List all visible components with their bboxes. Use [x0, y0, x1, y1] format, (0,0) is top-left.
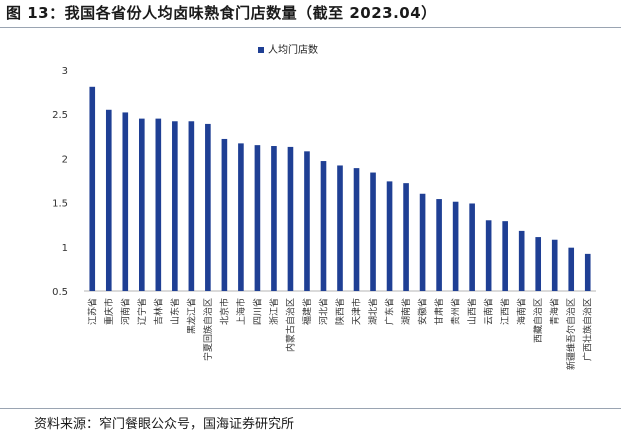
- bar: [535, 237, 542, 291]
- x-tick-label: 海南省: [516, 298, 528, 325]
- x-tick-label: 四川省: [251, 298, 263, 325]
- bar: [320, 161, 327, 291]
- bar: [105, 109, 112, 291]
- x-tick-label: 山西省: [466, 298, 478, 325]
- x-tick-label: 吉林省: [152, 298, 164, 325]
- legend-label: 人均门店数: [268, 43, 318, 56]
- bar: [485, 220, 492, 291]
- bar: [568, 247, 575, 291]
- figure-source: 资料来源：窄门餐眼公众号，国海证券研究所: [34, 417, 295, 432]
- bar: [419, 193, 426, 291]
- x-tick-label: 西藏自治区: [532, 298, 544, 343]
- y-tick-label: 1: [62, 243, 68, 254]
- y-tick-label: 1.5: [52, 199, 68, 210]
- x-tick-label: 河北省: [317, 298, 329, 325]
- x-tick-label: 重庆市: [103, 298, 115, 325]
- x-tick-label: 内蒙古自治区: [284, 298, 296, 352]
- y-tick-label: 2.5: [52, 110, 68, 121]
- bar: [370, 172, 376, 291]
- source-divider: [0, 408, 621, 409]
- chart-bars: [89, 86, 591, 292]
- x-tick-label: 甘肃省: [433, 298, 445, 325]
- x-tick-label: 宁夏回族自治区: [202, 298, 214, 361]
- bar: [271, 146, 277, 291]
- figure-title-bar: 图 13：我国各省份人均卤味熟食门店数量（截至 2023.04）: [0, 0, 621, 26]
- x-tick-labels: 江苏省 重庆市 河南省 辽宁省 吉林省 山东省 黑龙江省 宁夏回族自治区 北京市 上海市 四川省 浙江…: [86, 298, 593, 370]
- bar: [172, 121, 178, 292]
- bar: [122, 112, 129, 292]
- figure-title: 图 13：我国各省份人均卤味熟食门店数量（截至 2023.04）: [6, 4, 437, 22]
- bar: [188, 121, 195, 292]
- x-tick-label: 青海省: [549, 298, 561, 325]
- y-tick-label: 2: [62, 154, 68, 165]
- x-tick-label: 浙江省: [268, 298, 280, 325]
- chart-legend: 人均门店数: [258, 43, 318, 56]
- bar: [452, 201, 459, 291]
- bar: [386, 181, 393, 291]
- y-tick-label: 3: [62, 66, 68, 77]
- x-tick-label: 天津市: [351, 298, 363, 325]
- bar: [304, 151, 310, 291]
- bar: [205, 123, 211, 291]
- bar: [139, 118, 145, 292]
- bar: [254, 145, 261, 291]
- x-tick-label: 江苏省: [86, 298, 98, 325]
- x-tick-label: 辽宁省: [136, 298, 148, 325]
- bar: [287, 146, 294, 291]
- x-tick-label: 广东省: [384, 298, 396, 325]
- bar: [155, 118, 162, 292]
- y-tick-labels: 0.5 1 1.5 2 2.5 3: [52, 66, 68, 298]
- x-tick-label: 湖南省: [400, 298, 412, 325]
- bar: [337, 165, 343, 291]
- bar: [221, 138, 228, 291]
- bar-chart: 人均门店数 0.5 1 1.5 2 2.5 3 江苏省 重庆市 河南省 辽宁省 吉林省 山东省 黑龙江…: [52, 43, 596, 370]
- bar: [469, 203, 475, 291]
- bar: [436, 199, 442, 291]
- x-tick-label: 福建省: [301, 298, 313, 325]
- y-tick-label: 0.5: [52, 287, 68, 298]
- x-tick-label: 黑龙江省: [185, 298, 197, 334]
- legend-swatch: [258, 47, 264, 53]
- x-tick-label: 上海市: [235, 298, 247, 325]
- x-tick-label: 新疆维吾尔自治区: [565, 298, 577, 370]
- bar: [353, 168, 360, 291]
- x-tick-label: 安徽省: [417, 298, 429, 325]
- x-tick-label: 陕西省: [334, 298, 346, 325]
- x-tick-label: 湖北省: [367, 298, 379, 325]
- bar: [238, 143, 244, 291]
- x-tick-label: 广西壮族自治区: [582, 298, 594, 361]
- x-tick-label: 云南省: [483, 298, 495, 325]
- x-tick-label: 北京市: [218, 298, 230, 325]
- bar: [403, 183, 409, 291]
- title-divider: [0, 27, 621, 28]
- x-tick-label: 河南省: [119, 298, 131, 325]
- bar: [551, 239, 558, 291]
- x-tick-label: 山东省: [169, 298, 181, 325]
- bar: [584, 253, 591, 291]
- bar: [89, 86, 96, 291]
- bar: [502, 221, 508, 291]
- x-tick-label: 江西省: [499, 298, 511, 325]
- x-tick-label: 贵州省: [450, 298, 462, 325]
- bar: [518, 230, 525, 291]
